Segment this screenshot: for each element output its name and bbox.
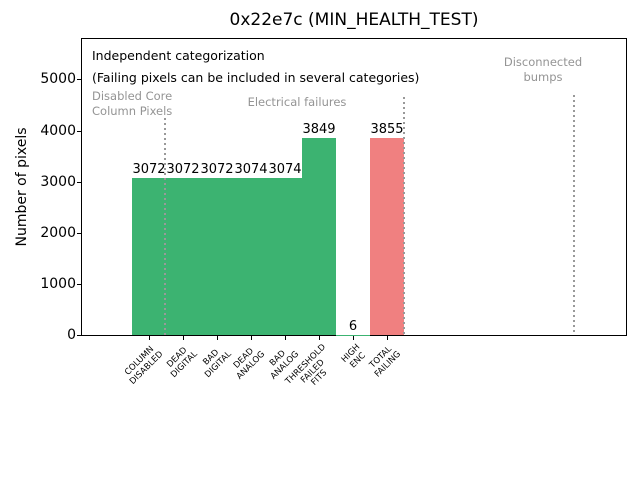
plot-area: Independent categorization (Failing pixe… xyxy=(81,38,627,336)
ytick-mark xyxy=(77,130,81,132)
ytick-label: 2000 xyxy=(40,224,76,241)
xtick-label-text: DEAD DIGITAL xyxy=(164,345,200,380)
xtick-label-text: DEAD ANALOG xyxy=(232,346,268,382)
bar-value-label: 3072 xyxy=(132,161,166,177)
ytick-mark xyxy=(77,181,81,183)
xtick-label-text: COLUMN DISABLED xyxy=(123,344,166,387)
xtick-mark xyxy=(217,336,218,340)
bar xyxy=(200,177,234,335)
bar xyxy=(132,177,166,335)
bar-value-label: 3072 xyxy=(166,161,200,177)
section-label-electrical-failures: Electrical failures xyxy=(247,95,347,109)
bar xyxy=(166,177,200,335)
ytick-label: 1000 xyxy=(40,275,76,292)
xtick-mark xyxy=(387,336,388,340)
ytick-label: 4000 xyxy=(40,122,76,139)
xtick-mark xyxy=(149,336,150,340)
bar-value-label: 3072 xyxy=(200,161,234,177)
section-separator-line xyxy=(403,97,405,335)
ytick-mark xyxy=(77,283,81,285)
xtick-mark xyxy=(251,336,252,340)
ytick-label: 0 xyxy=(67,327,76,343)
xtick-mark xyxy=(353,336,354,340)
xtick-label-text: BAD DIGITAL xyxy=(201,347,234,380)
bar-value-label: 3074 xyxy=(234,161,268,177)
xtick-label-text: HIGH ENC xyxy=(339,342,368,371)
section-label-disconnected-bumps: Disconnected bumps xyxy=(503,55,583,84)
section-separator-line xyxy=(573,95,575,335)
xtick-mark xyxy=(319,336,320,340)
chart-title: 0x22e7c (MIN_HEALTH_TEST) xyxy=(229,10,479,30)
xtick-label-text: TOTAL FAILING xyxy=(368,344,404,380)
bar-value-label: 3074 xyxy=(268,161,302,177)
ytick-mark xyxy=(77,232,81,234)
ytick-label: 5000 xyxy=(40,71,76,88)
bar xyxy=(234,177,268,335)
bar xyxy=(370,137,404,335)
bar-value-label: 3855 xyxy=(370,121,404,137)
xtick-mark xyxy=(183,336,184,340)
annotation-note-line2: (Failing pixels can be included in sever… xyxy=(92,70,420,85)
bar xyxy=(268,177,302,335)
bar-value-label: 3849 xyxy=(302,122,336,138)
section-separator-line xyxy=(164,118,166,335)
ytick-label: 3000 xyxy=(40,173,76,190)
xtick-mark xyxy=(285,336,286,340)
bar xyxy=(302,138,336,335)
ytick-mark xyxy=(77,79,81,81)
section-label-disabled-core: Disabled Core Column Pixels xyxy=(92,89,173,118)
bar-value-label: 6 xyxy=(348,318,358,334)
ytick-mark xyxy=(77,335,81,336)
annotation-note-line1: Independent categorization xyxy=(92,48,265,63)
